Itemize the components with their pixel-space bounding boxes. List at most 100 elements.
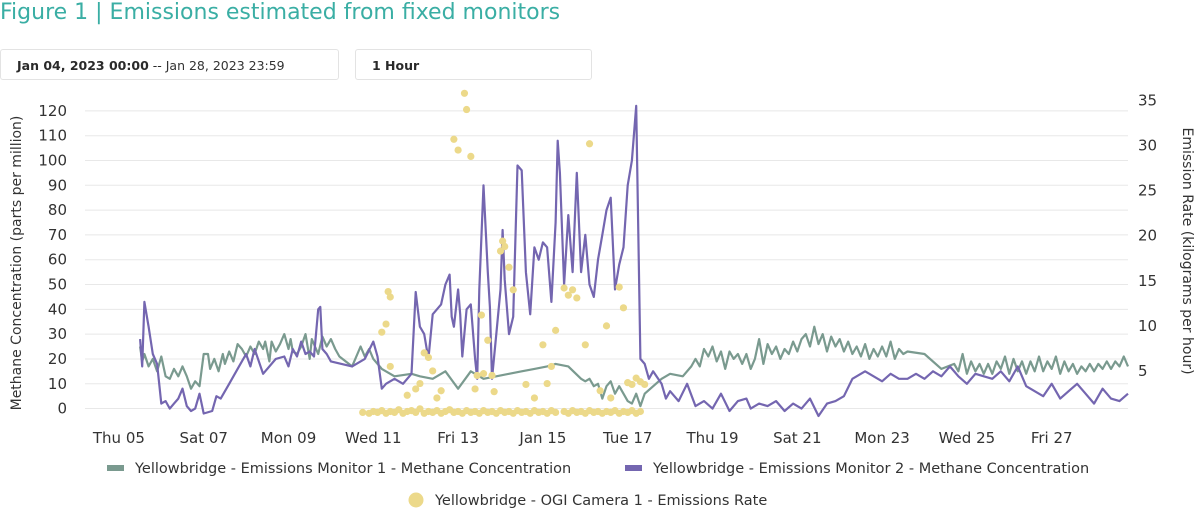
legend-label-2: Yellowbridge - Emissions Monitor 2 - Met… (652, 461, 1089, 477)
legend-label-1: Yellowbridge - Emissions Monitor 1 - Met… (134, 461, 571, 477)
camera-point-102 (564, 291, 572, 299)
legend-swatch-2 (625, 465, 642, 471)
camera-point-108 (602, 322, 611, 330)
camera-point-90 (496, 247, 505, 255)
camera-point-106 (585, 140, 594, 148)
camera-points (359, 89, 649, 417)
camera-point-82 (467, 152, 475, 160)
camera-point-78 (450, 135, 458, 143)
camera-point-85 (477, 311, 486, 319)
camera-point-104 (573, 294, 581, 302)
date-end: Jan 28, 2023 23:59 (165, 58, 285, 73)
x-tick-wed-11: Wed 11 (345, 429, 402, 447)
camera-point-69 (386, 362, 394, 371)
y-tick-left-90: 90 (48, 176, 67, 194)
camera-point-116 (641, 380, 649, 389)
legend-swatch-1 (107, 465, 124, 471)
camera-point-13 (416, 405, 424, 413)
camera-point-89 (490, 388, 498, 396)
y-tick-left-40: 40 (48, 300, 67, 318)
camera-point-94 (509, 286, 517, 294)
x-tick-tue-17: Tue 17 (602, 429, 652, 447)
y-tick-right-5: 5 (1138, 362, 1148, 380)
y-tick-left-30: 30 (48, 325, 67, 343)
camera-point-67 (384, 288, 392, 296)
y-tick-left-20: 20 (48, 350, 67, 368)
camera-point-101 (560, 284, 568, 292)
camera-point-76 (433, 394, 441, 402)
date-start: Jan 04, 2023 00:00 (17, 58, 149, 73)
camera-point-74 (424, 353, 433, 362)
y-tick-left-120: 120 (38, 102, 67, 120)
camera-point-68 (386, 293, 394, 301)
legend-swatch-3 (408, 492, 424, 508)
camera-point-100 (552, 326, 560, 334)
camera-point-113 (628, 380, 636, 389)
camera-point-64 (636, 407, 645, 416)
y-tick-left-10: 10 (48, 375, 67, 393)
y-tick-left-0: 0 (57, 400, 67, 418)
x-tick-jan-15: Jan 15 (518, 429, 566, 447)
camera-point-77 (437, 387, 445, 395)
date-range-picker[interactable]: Jan 04, 2023 00:00 -- Jan 28, 2023 23:59 (0, 49, 339, 80)
y-tick-right-25: 25 (1138, 182, 1157, 200)
x-tick-wed-25: Wed 25 (939, 429, 996, 447)
camera-point-87 (484, 336, 492, 344)
camera-point-73 (420, 349, 428, 357)
axis-ticks: 0 10 20 30 40 50 60 70 80 90 100 110 120 5 10 15 20 25 30 3… (38, 92, 1157, 447)
camera-point-95 (522, 380, 530, 389)
camera-point-103 (568, 286, 577, 294)
camera-point-81 (462, 105, 471, 114)
y-tick-left-50: 50 (48, 276, 67, 294)
camera-point-83 (471, 385, 479, 393)
y-tick-left-70: 70 (48, 226, 67, 244)
x-tick-fri-13: Fri 13 (437, 429, 479, 447)
y-tick-right-35: 35 (1138, 92, 1157, 110)
y-tick-left-60: 60 (48, 251, 67, 269)
x-tick-thu-05: Thu 05 (92, 429, 145, 447)
y-tick-left-80: 80 (48, 201, 67, 219)
legend-label-3: Yellowbridge - OGI Camera 1 - Emissions … (434, 493, 767, 509)
chart-legend: Yellowbridge - Emissions Monitor 1 - Met… (107, 461, 1089, 509)
y-tick-right-20: 20 (1138, 227, 1157, 245)
x-tick-fri-27: Fri 27 (1031, 429, 1073, 447)
camera-point-110 (615, 283, 623, 291)
x-tick-thu-19: Thu 19 (685, 429, 738, 447)
camera-point-45 (552, 408, 560, 416)
camera-point-71 (412, 385, 420, 393)
camera-point-84 (473, 371, 481, 380)
camera-point-107 (596, 387, 604, 395)
x-tick-mon-09: Mon 09 (261, 429, 316, 447)
camera-point-109 (607, 394, 615, 402)
series-line-monitor-1 (139, 325, 1130, 408)
y-tick-right-10: 10 (1138, 317, 1157, 335)
interval-select[interactable]: 1 Hour (355, 49, 592, 80)
y-tick-left-100: 100 (38, 151, 67, 169)
camera-point-65 (378, 328, 386, 336)
camera-point-79 (454, 146, 462, 154)
camera-point-111 (619, 304, 628, 312)
y-tick-right-15: 15 (1138, 272, 1157, 290)
x-tick-sat-21: Sat 21 (773, 429, 821, 447)
camera-point-99 (547, 362, 555, 371)
y-tick-left-110: 110 (38, 127, 67, 145)
y-axis-label-right: Emission Rate (kilograms per hour) (1179, 127, 1195, 374)
camera-point-80 (460, 89, 469, 97)
y-tick-right-30: 30 (1138, 137, 1157, 155)
figure-title: Figure 1 | Emissions estimated from fixe… (0, 0, 561, 25)
camera-point-75 (429, 367, 437, 375)
camera-point-0 (359, 408, 367, 416)
camera-point-72 (416, 379, 424, 388)
camera-point-93 (505, 263, 513, 271)
y-axis-label-left: Methane Concentration (parts per million… (9, 116, 25, 411)
camera-point-97 (539, 341, 547, 349)
x-tick-mon-23: Mon 23 (854, 429, 909, 447)
camera-point-96 (530, 394, 539, 402)
camera-point-98 (543, 379, 551, 388)
camera-point-91 (499, 237, 507, 245)
camera-point-86 (479, 370, 488, 378)
date-separator: -- (148, 58, 166, 73)
camera-point-70 (403, 391, 411, 399)
camera-point-105 (581, 341, 589, 349)
